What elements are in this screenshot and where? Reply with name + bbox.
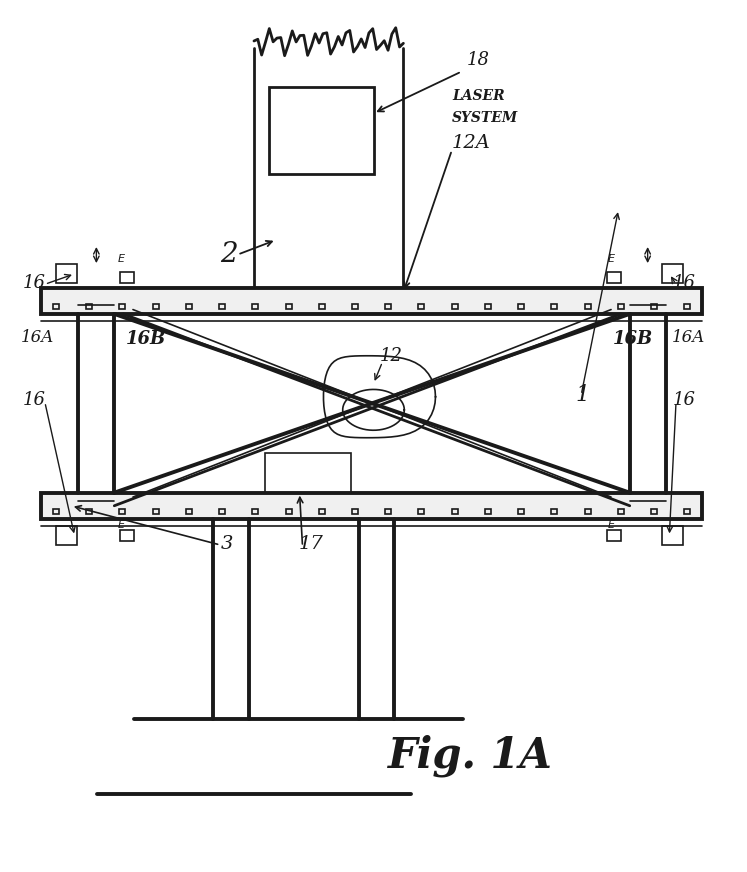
Bar	[219, 508, 225, 514]
Bar	[41, 288, 702, 314]
Bar	[485, 508, 491, 514]
Text: E: E	[118, 254, 125, 263]
Text: 12A: 12A	[452, 134, 491, 153]
Bar	[41, 493, 702, 519]
Bar	[607, 272, 621, 283]
Bar	[607, 529, 621, 541]
Bar	[452, 508, 458, 514]
Bar	[319, 508, 325, 514]
Text: 16B: 16B	[613, 330, 653, 349]
Bar	[662, 526, 683, 545]
Bar	[252, 303, 258, 309]
Bar	[385, 303, 391, 309]
Bar	[518, 303, 524, 309]
Text: 2: 2	[220, 241, 238, 268]
Bar	[485, 303, 491, 309]
Text: LASER: LASER	[452, 89, 504, 103]
Bar	[418, 508, 424, 514]
Text: 12: 12	[379, 347, 403, 365]
Bar	[585, 508, 591, 514]
Bar	[551, 508, 557, 514]
Bar	[120, 272, 134, 283]
Bar	[120, 529, 134, 541]
Bar	[319, 303, 325, 309]
Text: SYSTEM: SYSTEM	[452, 111, 518, 125]
Text: 17: 17	[299, 535, 323, 554]
Bar	[53, 508, 59, 514]
Text: 16A: 16A	[21, 329, 55, 346]
Bar	[684, 303, 690, 309]
Bar	[86, 508, 92, 514]
Text: 1: 1	[575, 385, 589, 406]
Bar	[152, 508, 158, 514]
Text: 16B: 16B	[125, 330, 166, 349]
Bar	[56, 264, 77, 283]
Bar	[56, 526, 77, 545]
Bar	[418, 303, 424, 309]
Bar	[152, 303, 158, 309]
Bar	[352, 508, 358, 514]
Text: Fig. 1A: Fig. 1A	[388, 734, 554, 777]
Text: 16: 16	[22, 392, 46, 410]
Bar	[352, 303, 358, 309]
Text: 16: 16	[672, 392, 695, 410]
Bar	[551, 303, 557, 309]
Bar	[285, 508, 291, 514]
Bar	[585, 303, 591, 309]
Bar	[651, 303, 657, 309]
Bar	[618, 303, 624, 309]
Text: E: E	[118, 520, 125, 529]
Bar	[385, 508, 391, 514]
Text: 16: 16	[22, 274, 46, 292]
Text: E: E	[607, 254, 614, 263]
Bar	[265, 453, 351, 493]
Text: 16A: 16A	[672, 329, 706, 346]
Bar	[269, 87, 374, 174]
Bar	[684, 508, 690, 514]
Bar	[252, 508, 258, 514]
Bar	[186, 508, 192, 514]
Text: 16: 16	[672, 274, 695, 292]
Bar	[518, 508, 524, 514]
Bar	[219, 303, 225, 309]
Text: 3: 3	[220, 535, 233, 554]
Bar	[651, 508, 657, 514]
Bar	[120, 303, 125, 309]
Text: E: E	[607, 520, 614, 529]
Bar	[53, 303, 59, 309]
Bar	[186, 303, 192, 309]
Bar	[285, 303, 291, 309]
Text: 18: 18	[467, 51, 490, 70]
Bar	[618, 508, 624, 514]
Bar	[452, 303, 458, 309]
Bar	[86, 303, 92, 309]
Bar	[120, 508, 125, 514]
Bar	[662, 264, 683, 283]
